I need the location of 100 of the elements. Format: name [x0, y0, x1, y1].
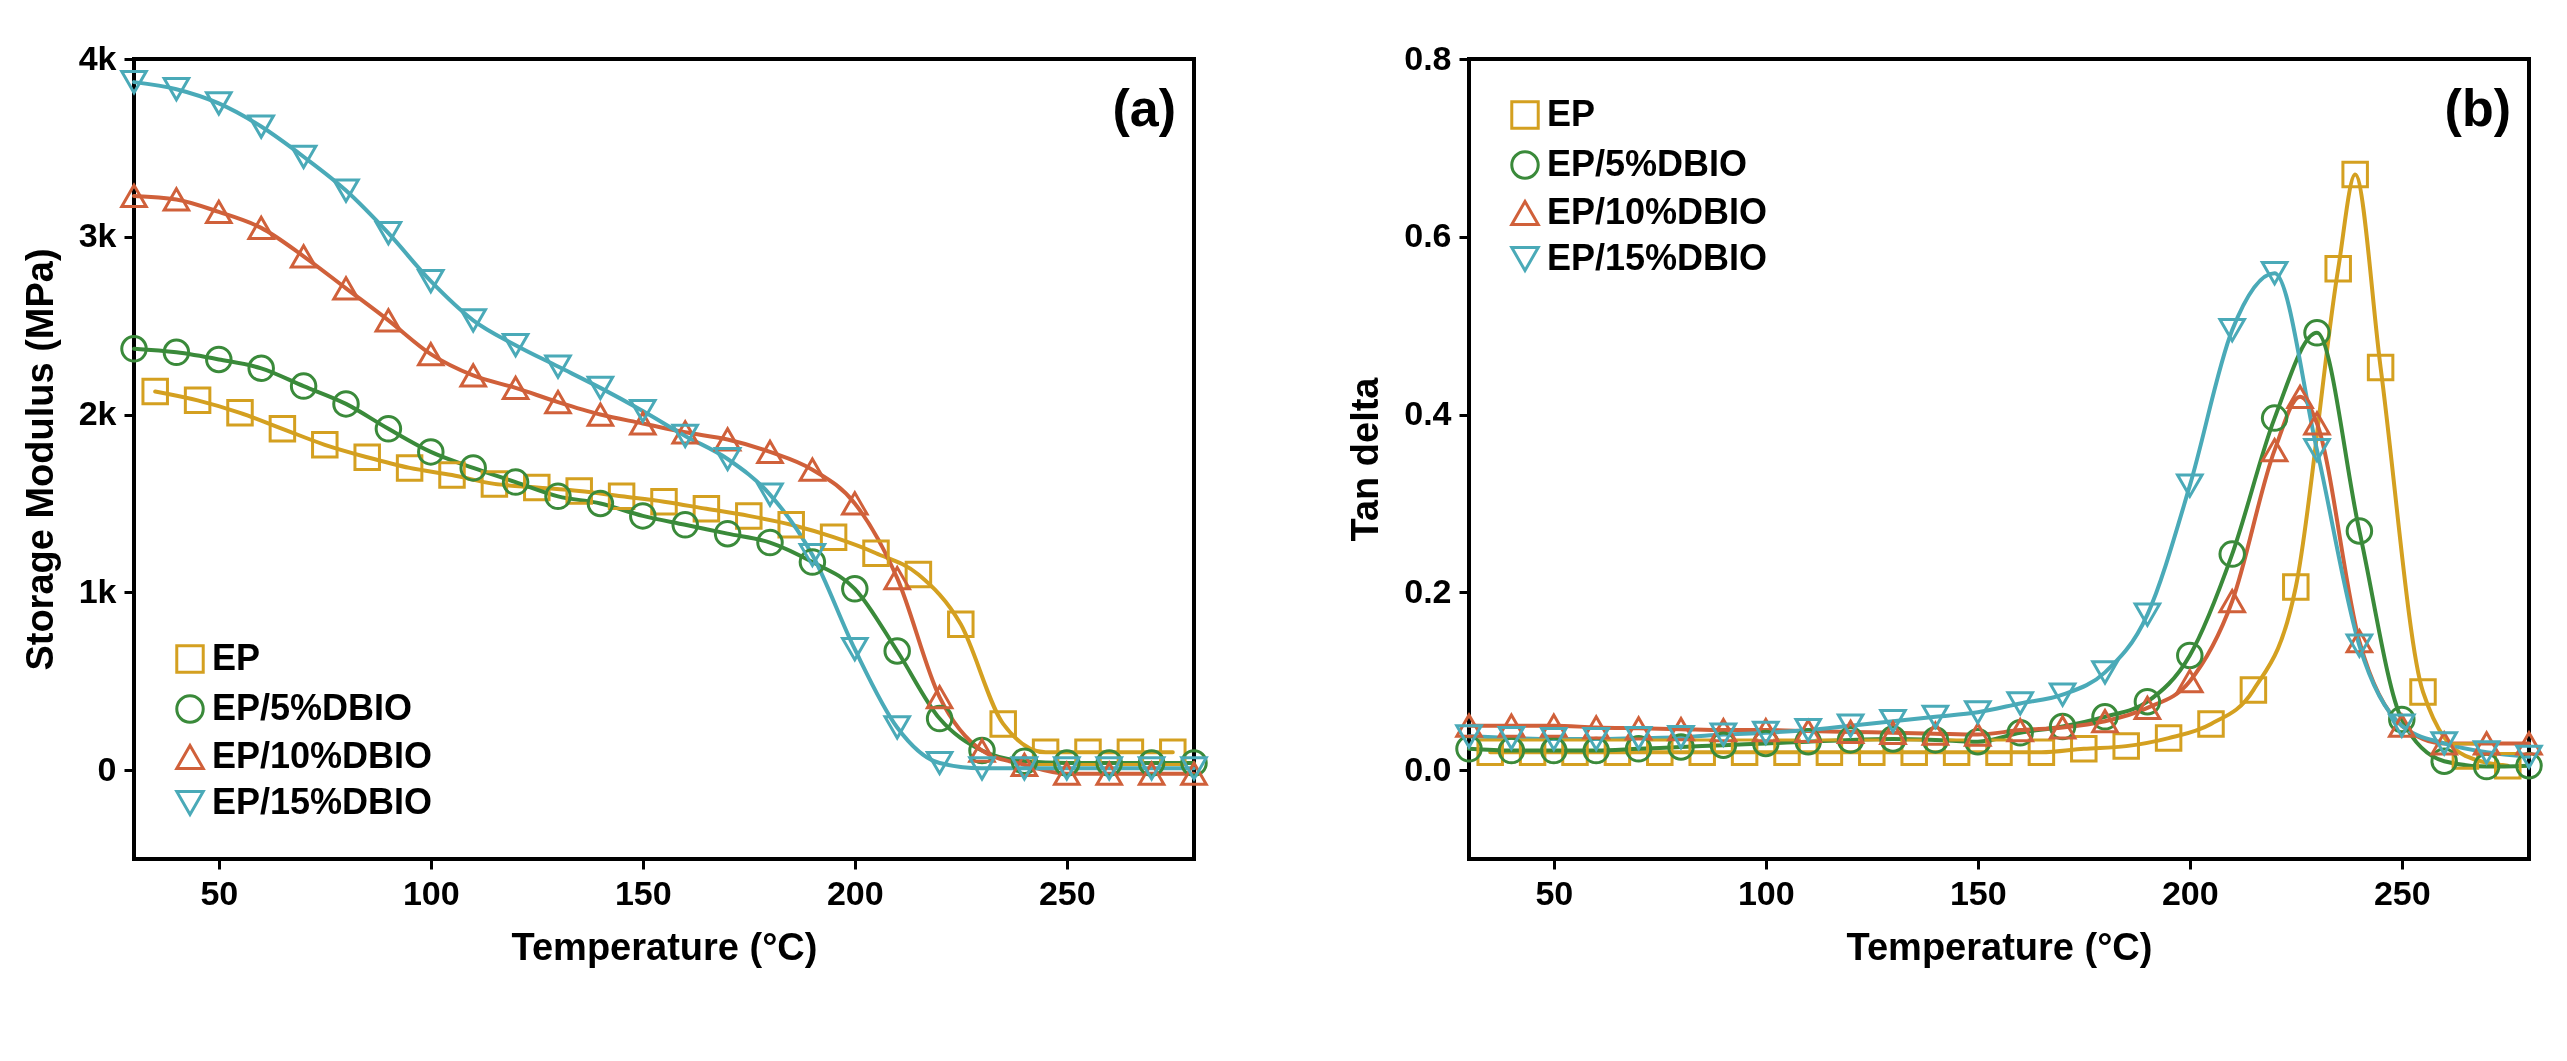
- x-axis-title: Temperature (°C): [511, 925, 818, 968]
- legend-label: EP/10%DBIO: [212, 735, 433, 776]
- y-tick-label: 4k: [78, 38, 117, 77]
- point: [2070, 735, 2098, 763]
- x-tick-label: 100: [1737, 873, 1795, 912]
- y-axis-title: Tan delta: [1344, 376, 1387, 542]
- y-tick-label: 0.2: [1404, 571, 1452, 610]
- point: [1836, 719, 1865, 744]
- point: [1137, 761, 1166, 786]
- point: [332, 390, 360, 418]
- point: [374, 415, 403, 443]
- point: [841, 575, 869, 603]
- point: [2239, 676, 2268, 704]
- point: [353, 443, 381, 471]
- point: [247, 215, 275, 240]
- y-tick-label: 0: [97, 749, 117, 788]
- point: [2006, 691, 2034, 716]
- point: [2048, 682, 2077, 707]
- y-tick-label: 0.0: [1404, 749, 1452, 788]
- point: [247, 354, 275, 383]
- point: [819, 523, 848, 551]
- point: [459, 363, 487, 388]
- point: [459, 308, 487, 333]
- point: [756, 528, 784, 557]
- point: [417, 269, 445, 294]
- point: [2091, 703, 2119, 731]
- point: [1540, 726, 1568, 752]
- point: [1455, 724, 1483, 749]
- point: [268, 415, 297, 443]
- point: [1964, 722, 1992, 747]
- point: [2218, 540, 2246, 568]
- point: [205, 91, 233, 116]
- point: [183, 386, 212, 415]
- legend-label: EP/15%DBIO: [1547, 237, 1768, 278]
- point: [332, 178, 360, 203]
- point: [2303, 438, 2331, 463]
- point: [883, 715, 911, 740]
- point: [2027, 738, 2056, 767]
- point: [2176, 473, 2204, 498]
- point: [226, 399, 254, 427]
- point: [925, 685, 954, 710]
- point: [2282, 573, 2310, 601]
- point: [883, 637, 911, 665]
- point: [289, 244, 318, 269]
- point: [544, 390, 572, 415]
- point: [289, 144, 318, 169]
- point: [2091, 660, 2119, 685]
- point: [629, 411, 657, 436]
- x-tick-label: 100: [402, 873, 460, 912]
- point: [501, 375, 530, 400]
- point: [2091, 709, 2119, 734]
- point: [289, 372, 318, 400]
- point: [798, 542, 827, 568]
- point: [459, 454, 487, 482]
- point: [501, 468, 530, 496]
- point: [2366, 353, 2395, 382]
- point: [2197, 710, 2225, 738]
- x-tick-label: 200: [826, 873, 884, 912]
- point: [1053, 761, 1081, 786]
- point: [311, 431, 339, 459]
- x-tick-label: 200: [2161, 873, 2219, 912]
- point: [2341, 160, 2369, 189]
- point: [2260, 404, 2289, 432]
- point: [438, 461, 466, 489]
- point: [2515, 744, 2543, 769]
- legend-label: EP: [212, 637, 261, 678]
- x-tick-label: 250: [1038, 873, 1096, 912]
- legend-label: EP/10%DBIO: [1547, 191, 1768, 232]
- point: [1582, 726, 1610, 752]
- point: [2286, 384, 2314, 409]
- point: [374, 308, 403, 333]
- point: [417, 342, 445, 367]
- x-tick-label: 150: [614, 873, 672, 912]
- point: [947, 610, 975, 639]
- point: [162, 77, 191, 102]
- point: [586, 489, 615, 518]
- point: [735, 502, 763, 530]
- point: [713, 446, 742, 472]
- point: [841, 491, 869, 516]
- point: [629, 502, 657, 530]
- point: [1180, 761, 1208, 786]
- point: [544, 354, 572, 379]
- point: [120, 335, 148, 363]
- point: [2218, 589, 2246, 614]
- x-tick-label: 50: [1535, 873, 1574, 912]
- point: [2324, 255, 2352, 283]
- point: [629, 398, 657, 424]
- point: [1095, 761, 1123, 786]
- point: [205, 199, 233, 224]
- point: [1095, 756, 1123, 781]
- point: [120, 70, 148, 95]
- point: [777, 511, 805, 539]
- point: [1053, 756, 1081, 781]
- point: [1836, 713, 1865, 738]
- point: [332, 276, 360, 301]
- point: [798, 457, 827, 482]
- y-tick-label: 3k: [78, 216, 117, 255]
- point: [120, 183, 148, 208]
- legend-label: EP/5%DBIO: [1547, 143, 1748, 184]
- point: [2260, 261, 2289, 286]
